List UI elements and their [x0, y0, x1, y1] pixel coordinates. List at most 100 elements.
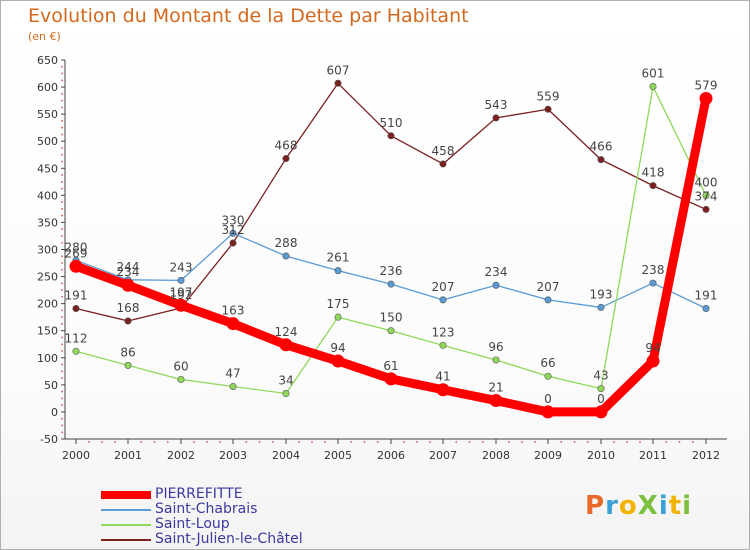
data-point: [544, 372, 552, 380]
x-tick-label: 2010: [587, 449, 615, 462]
x-tick-label: 2007: [429, 449, 457, 462]
y-minor-tick: [61, 228, 63, 231]
y-minor-tick: [61, 120, 63, 122]
data-label: 47: [225, 366, 240, 380]
x-minor-tick: [534, 441, 536, 443]
y-minor-tick: [61, 262, 63, 264]
data-label: 168: [117, 301, 140, 315]
x-minor-tick: [206, 441, 208, 443]
data-label: 207: [537, 280, 560, 294]
x-minor-tick: [403, 441, 405, 443]
data-label: 244: [117, 260, 140, 274]
x-minor-tick: [586, 441, 589, 443]
y-minor-tick: [61, 160, 63, 163]
data-label: 269: [65, 246, 88, 260]
x-minor-tick: [691, 441, 694, 443]
data-point: [649, 279, 657, 287]
y-minor-tick: [61, 126, 63, 129]
legend-swatch: [101, 538, 151, 541]
data-point: [124, 361, 132, 369]
x-minor-tick: [140, 441, 143, 443]
x-minor-tick: [271, 441, 274, 443]
data-point: [282, 155, 290, 163]
data-point: [597, 156, 605, 164]
y-tick-label: 400: [37, 189, 58, 202]
data-point: [387, 132, 395, 140]
data-point: [229, 382, 237, 390]
y-tick-label: 650: [37, 54, 58, 67]
data-point: [229, 239, 237, 247]
x-minor-tick: [153, 441, 156, 443]
x-minor-tick: [258, 441, 261, 443]
data-label: 243: [170, 260, 193, 274]
x-minor-tick: [416, 441, 418, 443]
x-tick-label: 2001: [114, 449, 142, 462]
data-label: 34: [278, 374, 293, 388]
data-point: [177, 375, 185, 383]
legend-label: Saint-Julien-le-Châtel: [155, 531, 303, 547]
y-minor-tick: [61, 363, 63, 366]
y-minor-tick: [61, 133, 63, 136]
y-minor-tick: [61, 417, 63, 420]
y-minor-tick: [61, 431, 63, 434]
data-point: [544, 105, 552, 113]
data-label: 236: [380, 264, 403, 278]
x-minor-tick: [626, 441, 628, 443]
x-minor-tick: [468, 441, 471, 443]
x-tick-label: 2000: [62, 449, 90, 462]
y-tick-label: 300: [37, 244, 58, 257]
data-point: [439, 160, 447, 168]
legend-label: PIERREFITTE: [155, 486, 243, 502]
data-label: 163: [222, 304, 245, 318]
y-minor-tick: [61, 180, 63, 183]
data-label: 175: [327, 297, 350, 311]
y-minor-tick: [61, 106, 63, 109]
data-label: 191: [695, 289, 718, 303]
data-point: [226, 317, 240, 331]
proxiti-logo: ProXiti: [585, 491, 693, 521]
data-label: 510: [380, 116, 403, 130]
data-point: [72, 347, 80, 355]
data-label: 234: [485, 265, 508, 279]
x-minor-tick: [324, 441, 326, 443]
x-minor-tick: [101, 441, 103, 443]
y-minor-tick: [61, 72, 63, 75]
data-point: [439, 341, 447, 349]
data-point: [492, 281, 500, 289]
data-label: 96: [488, 340, 503, 354]
data-point: [177, 276, 185, 284]
legend-item: Saint-Julien-le-Châtel: [101, 532, 303, 547]
legend-item: Saint-Chabrais: [101, 502, 303, 517]
y-minor-tick: [61, 65, 63, 68]
data-label: 41: [435, 370, 450, 384]
data-point: [387, 280, 395, 288]
x-minor-tick: [481, 441, 484, 443]
data-point: [334, 313, 342, 321]
x-tick-label: 2008: [482, 449, 510, 462]
data-point: [597, 385, 605, 393]
data-label: 123: [432, 325, 455, 339]
y-minor-tick: [61, 316, 63, 319]
data-label: 238: [642, 263, 665, 277]
y-tick-label: 150: [37, 325, 58, 338]
data-label: 60: [173, 359, 188, 373]
x-minor-tick: [376, 441, 379, 443]
x-minor-tick: [166, 441, 169, 443]
data-point: [124, 317, 132, 325]
x-tick-label: 2005: [324, 449, 352, 462]
y-minor-tick: [61, 147, 63, 149]
legend: PIERREFITTE Saint-Chabrais Saint-Loup Saint…: [101, 487, 303, 547]
data-label: 468: [275, 139, 298, 153]
x-tick-label: 2009: [534, 449, 562, 462]
data-label: 197: [170, 285, 193, 299]
y-minor-tick: [61, 92, 63, 95]
x-minor-tick: [298, 441, 300, 443]
y-tick-label: 550: [37, 108, 58, 121]
x-minor-tick: [363, 441, 366, 443]
y-tick-label: 350: [37, 216, 58, 229]
data-label: 601: [642, 67, 665, 81]
data-point: [69, 259, 83, 273]
data-point: [699, 91, 713, 105]
x-minor-tick: [665, 441, 668, 443]
y-minor-tick: [61, 377, 63, 379]
